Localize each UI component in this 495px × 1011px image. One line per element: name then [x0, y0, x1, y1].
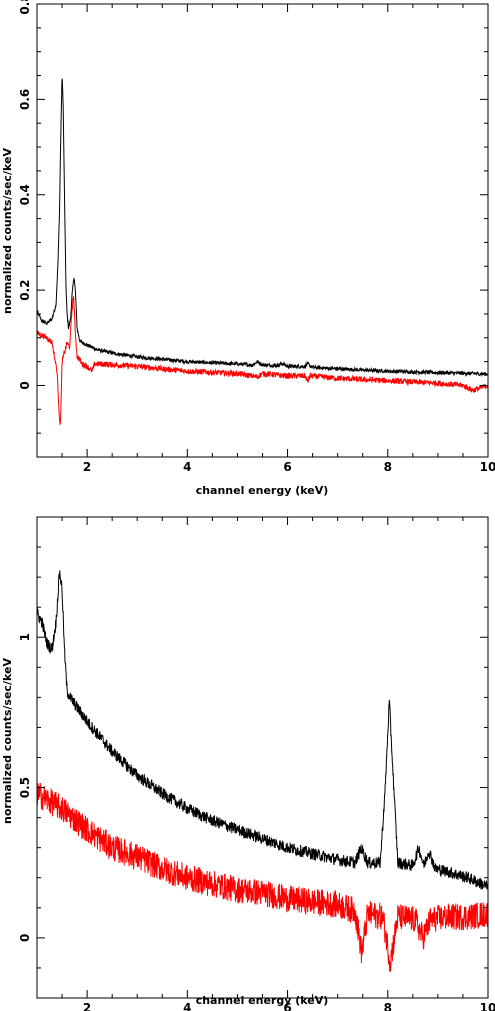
y-tick-label: 0 — [18, 934, 32, 942]
y-tick-label: 0 — [18, 381, 32, 389]
top-chart-ylabel: normalized counts/sec/keV — [1, 148, 14, 314]
series-trace-1-0 — [36, 570, 489, 890]
bottom-spectrum-chart: channel energy (keV) normalized counts/s… — [1, 516, 495, 1011]
series-trace-0-0 — [36, 78, 489, 378]
y-tick-label: 0.5 — [18, 777, 32, 798]
x-tick-label: 6 — [283, 460, 291, 474]
plot-frame — [36, 3, 489, 458]
y-tick-label: 0.8 — [18, 0, 32, 15]
series-trace-0-1 — [36, 295, 489, 425]
y-tick-label: 0.6 — [18, 89, 32, 110]
top-chart-xlabel: channel energy (keV) — [196, 484, 329, 497]
series-trace-1-1 — [36, 782, 489, 972]
bottom-chart-ylabel: normalized counts/sec/keV — [1, 658, 14, 824]
top-spectrum-chart: channel energy (keV) normalized counts/s… — [1, 0, 495, 497]
x-tick-label: 6 — [283, 1001, 291, 1011]
x-tick-label: 4 — [183, 1001, 191, 1011]
x-tick-label: 8 — [384, 460, 392, 474]
x-tick-label: 10 — [480, 1001, 495, 1011]
y-tick-label: 0.4 — [18, 184, 32, 205]
plot-frame — [36, 516, 489, 999]
x-tick-label: 10 — [480, 460, 495, 474]
x-tick-label: 4 — [183, 460, 191, 474]
y-tick-label: 0.2 — [18, 279, 32, 300]
x-tick-label: 2 — [83, 460, 91, 474]
x-tick-label: 8 — [384, 1001, 392, 1011]
bottom-chart-xlabel: channel energy (keV) — [196, 994, 329, 1007]
y-tick-label: 1 — [18, 633, 32, 641]
x-tick-label: 2 — [83, 1001, 91, 1011]
